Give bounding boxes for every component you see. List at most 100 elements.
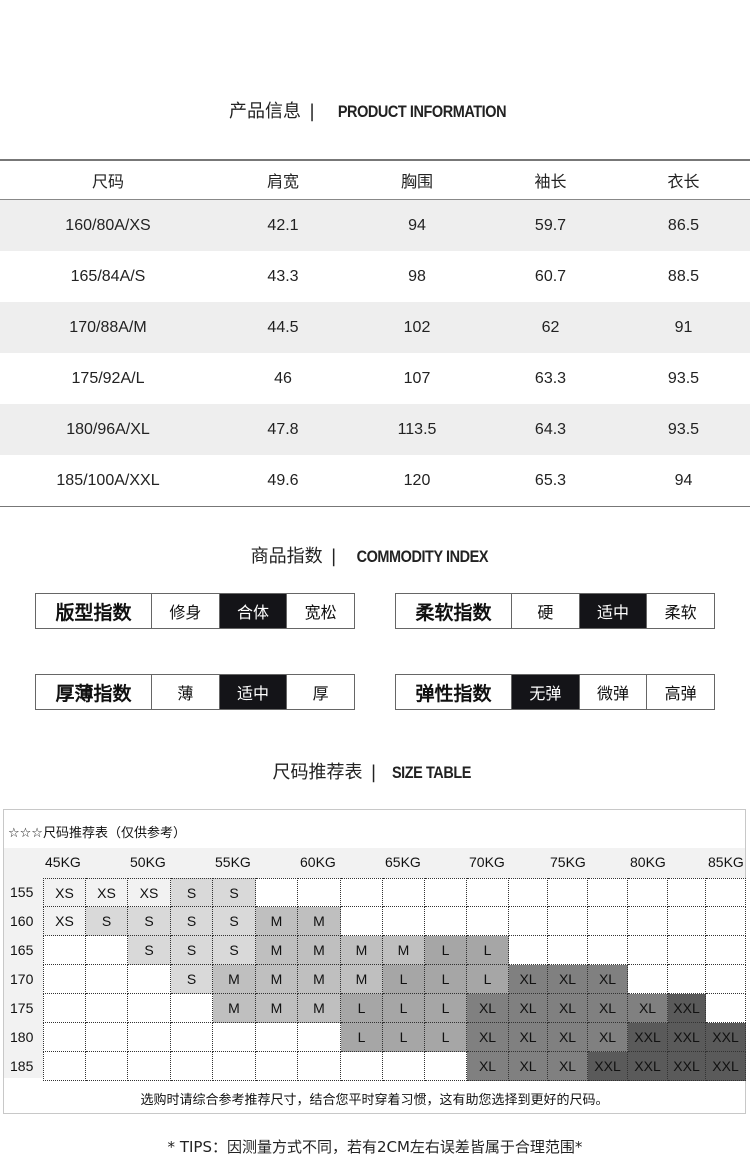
table-row: 165/84A/S 43.3 98 60.7 88.5 — [0, 251, 750, 302]
size-cell — [425, 907, 467, 936]
size-cell — [171, 994, 213, 1023]
size-cell — [467, 907, 509, 936]
size-cell — [706, 994, 746, 1023]
size-cell: XXL — [668, 1023, 706, 1052]
table-cell: 43.3 — [267, 267, 299, 285]
size-cell: XL — [509, 965, 548, 994]
size-cell: M — [341, 936, 383, 965]
size-cell: L — [467, 936, 509, 965]
size-cell — [86, 1052, 128, 1081]
table-cell: 60.7 — [534, 267, 567, 285]
index-option: 适中 — [579, 594, 648, 628]
table-cell: 113.5 — [397, 420, 437, 438]
size-cell — [668, 965, 706, 994]
height-label: 155 — [10, 884, 34, 900]
index-option: 微弹 — [580, 675, 648, 709]
size-cell — [171, 1052, 213, 1081]
size-cell: S — [128, 907, 171, 936]
table-cell: 102 — [403, 318, 431, 336]
size-cell — [706, 936, 746, 965]
header-sleeve: 袖长 — [484, 160, 617, 200]
size-cell: M — [298, 965, 341, 994]
table-cell: 94 — [674, 471, 693, 489]
size-cell — [298, 878, 341, 907]
size-cell: L — [425, 1023, 467, 1052]
size-cell — [588, 936, 628, 965]
index-option: 宽松 — [304, 603, 337, 622]
index-label: 弹性指数 — [396, 675, 512, 709]
size-cell: XL — [588, 994, 628, 1023]
size-cell: XL — [509, 1052, 548, 1081]
table-cell: 185/100A/XXL — [56, 471, 160, 489]
index-group: 版型指数 修身 合体 宽松 — [35, 593, 355, 629]
weight-label: 60KG — [300, 854, 336, 870]
size-cell: XXL — [706, 1023, 746, 1052]
size-cell — [668, 907, 706, 936]
size-cell: M — [213, 994, 256, 1023]
size-cell: XL — [509, 1023, 548, 1052]
weight-label: 45KG — [45, 854, 81, 870]
table-row: 160/80A/XS 42.1 94 59.7 86.5 — [0, 199, 750, 251]
size-cell: L — [341, 1023, 383, 1052]
size-cell — [383, 878, 425, 907]
table-cell: 47.8 — [267, 420, 299, 438]
weight-label: 50KG — [130, 854, 166, 870]
table-cell: 91 — [674, 318, 693, 336]
size-cell — [628, 965, 668, 994]
size-cell — [128, 965, 171, 994]
table-cell: 107 — [403, 369, 431, 387]
size-cell — [298, 1052, 341, 1081]
size-cell: L — [383, 1023, 425, 1052]
header-size: 尺码 — [0, 160, 216, 200]
title-en: SIZE TABLE — [391, 763, 471, 782]
table-cell: 93.5 — [667, 369, 700, 387]
size-cell — [86, 994, 128, 1023]
size-cell: L — [467, 965, 509, 994]
size-cell: M — [298, 994, 341, 1023]
tips-text: * TIPS：因测量方式不同，若有2CM左右误差皆属于合理范围* — [167, 1138, 583, 1155]
size-cell — [467, 878, 509, 907]
size-cell — [256, 1052, 298, 1081]
size-cell: M — [256, 965, 298, 994]
size-cell: M — [383, 936, 425, 965]
size-cell — [86, 1023, 128, 1052]
size-cell — [628, 907, 668, 936]
table-cell: 165/84A/S — [70, 267, 146, 285]
size-cell: XL — [548, 994, 588, 1023]
index-label: 柔软指数 — [396, 594, 512, 628]
size-cell — [128, 1023, 171, 1052]
table-cell: 93.5 — [667, 420, 700, 438]
table-cell: 46 — [274, 369, 292, 387]
table-cell: 170/88A/M — [69, 318, 147, 336]
size-cell — [628, 878, 668, 907]
size-cell — [668, 936, 706, 965]
size-cell — [171, 1023, 213, 1052]
title-en: COMMODITY INDEX — [356, 547, 488, 566]
table-cell: 63.3 — [534, 369, 567, 387]
size-cell: XS — [128, 878, 171, 907]
table-cell: 160/80A/XS — [65, 216, 151, 234]
height-label: 170 — [10, 971, 34, 987]
size-cell — [706, 907, 746, 936]
size-cell — [213, 1052, 256, 1081]
size-cell — [548, 878, 588, 907]
size-cell — [706, 878, 746, 907]
size-cell — [383, 907, 425, 936]
table-cell: 59.7 — [534, 216, 567, 234]
size-cell: XS — [43, 907, 86, 936]
index-option: 硬 — [512, 594, 580, 628]
size-cell — [43, 1023, 86, 1052]
size-cell — [548, 936, 588, 965]
size-cell: S — [86, 907, 128, 936]
size-cell — [509, 878, 548, 907]
size-cell — [628, 936, 668, 965]
index-option: 合体 — [219, 594, 288, 628]
size-cell — [383, 1052, 425, 1081]
index-option: 柔软 — [664, 603, 697, 622]
table-cell: 94 — [408, 216, 426, 234]
size-cell: XL — [548, 965, 588, 994]
table-cell: 88.5 — [667, 267, 700, 285]
size-cell — [509, 936, 548, 965]
index-option: 修身 — [152, 594, 220, 628]
